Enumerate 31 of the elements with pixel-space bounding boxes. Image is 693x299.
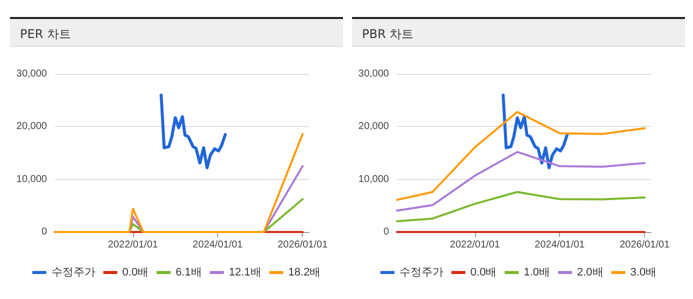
y-tick-label: 10,000 [16, 174, 48, 185]
line-series [502, 94, 569, 170]
line-series [396, 110, 646, 201]
legend-label: 2.0배 [577, 266, 604, 278]
legend-label: 3.0배 [630, 266, 657, 278]
line-series [160, 94, 227, 170]
x-tick-label: 2024/01/01 [534, 240, 586, 250]
legend-label: 0.0배 [122, 266, 149, 278]
legend-label: 12.1배 [228, 266, 262, 278]
chart-title: PBR 차트 [352, 17, 685, 47]
x-tick-label: 2026/01/01 [278, 240, 328, 250]
legend-label: 1.0배 [524, 266, 550, 278]
y-tick-label: 0 [383, 226, 390, 238]
y-tick-label: 10,000 [358, 174, 390, 185]
y-tick-label: 20,000 [16, 121, 48, 132]
legend-label: 수정주가 [399, 266, 444, 278]
y-tick-label: 0 [41, 226, 48, 238]
x-tick-label: 2022/01/01 [108, 240, 158, 250]
legend-label: 6.1배 [176, 266, 202, 278]
chart-title: PER 차트 [10, 17, 343, 47]
legend-label: 수정주가 [51, 266, 96, 278]
legend-label: 18.2배 [288, 266, 321, 278]
legend-label: 0.0배 [470, 266, 497, 278]
y-tick-label: 30,000 [358, 68, 390, 80]
x-tick-label: 2024/01/01 [192, 240, 244, 250]
y-tick-label: 20,000 [358, 121, 390, 132]
x-tick-label: 2026/01/01 [620, 240, 670, 250]
line-series [396, 190, 646, 222]
y-tick-label: 30,000 [16, 68, 48, 80]
x-tick-label: 2022/01/01 [450, 240, 500, 250]
line-series [396, 150, 646, 212]
